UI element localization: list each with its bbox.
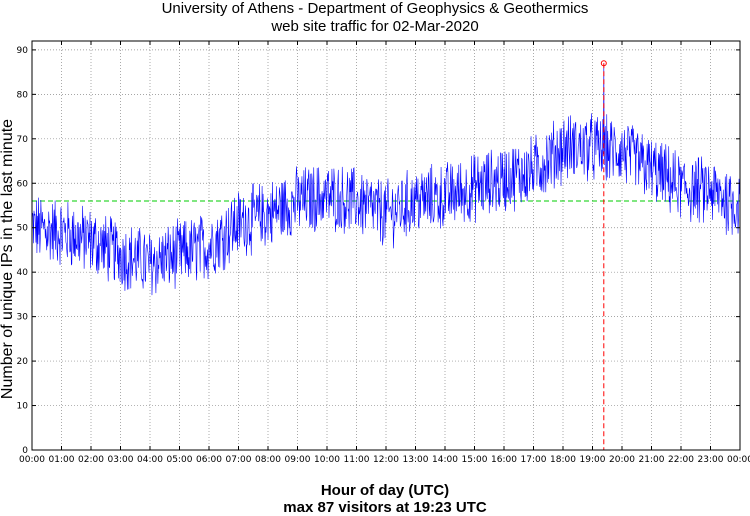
max-point-marker (600, 60, 607, 67)
x-tick-labels: 00:00 01:00 02:00 03:00 04:00 05:00 06:00 07:00… (19, 455, 750, 465)
axes (31, 40, 741, 451)
x-tick-label: 00:00 (19, 455, 45, 465)
y-tick-label: 10 (17, 402, 29, 412)
x-tick-label: 08:00 (255, 455, 281, 465)
x-tick-label: 21:00 (639, 455, 665, 465)
x-tick-label: 01:00 (49, 455, 75, 465)
y-tick-labels: 0 10 20 30 40 50 60 70 80 90 (17, 46, 29, 456)
x-axis-label: Hour of day (UTC) (320, 482, 450, 499)
x-tick-label: 07:00 (226, 455, 252, 465)
x-tick-label: 15:00 (462, 455, 488, 465)
x-tick-label: 17:00 (521, 455, 547, 465)
traffic-series-line (31, 63, 740, 296)
y-axis-label: Number of unique IPs in the last minute (0, 118, 16, 400)
x-tick-label: 06:00 (196, 455, 222, 465)
x-tick-label: 16:00 (491, 455, 517, 465)
x-tick-label: 10:00 (314, 455, 340, 465)
grid (32, 41, 740, 450)
y-tick-label: 20 (17, 357, 29, 367)
y-tick-label: 50 (17, 224, 29, 234)
x-tick-label: 20:00 (609, 455, 635, 465)
x-tick-label: 11:00 (344, 455, 370, 465)
chart-title: University of Athens - Department of Geo… (161, 0, 589, 17)
x-tick-label: 05:00 (167, 455, 193, 465)
x-tick-label: 09:00 (285, 455, 311, 465)
max-visitors-caption: max 87 visitors at 19:23 UTC (283, 499, 487, 516)
y-tick-label: 30 (17, 313, 29, 323)
x-tick-label: 18:00 (550, 455, 576, 465)
x-tick-label: 00:00 (727, 455, 750, 465)
x-tick-label: 12:00 (373, 455, 399, 465)
chart-subtitle: web site traffic for 02-Mar-2020 (271, 18, 479, 35)
series-layer (31, 63, 740, 296)
plot-frame (31, 40, 741, 451)
x-tick-label: 14:00 (432, 455, 458, 465)
y-tick-label: 0 (22, 446, 28, 456)
x-tick-label: 19:00 (580, 455, 606, 465)
y-tick-label: 90 (17, 46, 29, 56)
x-tick-label: 03:00 (108, 455, 134, 465)
y-tick-label: 70 (17, 135, 29, 145)
y-tick-label: 80 (17, 90, 29, 100)
y-tick-label: 60 (17, 179, 29, 189)
x-tick-label: 04:00 (137, 455, 163, 465)
max-marker-layer (600, 60, 607, 450)
x-tick-label: 02:00 (78, 455, 104, 465)
x-tick-label: 22:00 (668, 455, 694, 465)
y-tick-label: 40 (17, 268, 29, 278)
x-tick-label: 23:00 (698, 455, 724, 465)
x-tick-label: 13:00 (403, 455, 429, 465)
